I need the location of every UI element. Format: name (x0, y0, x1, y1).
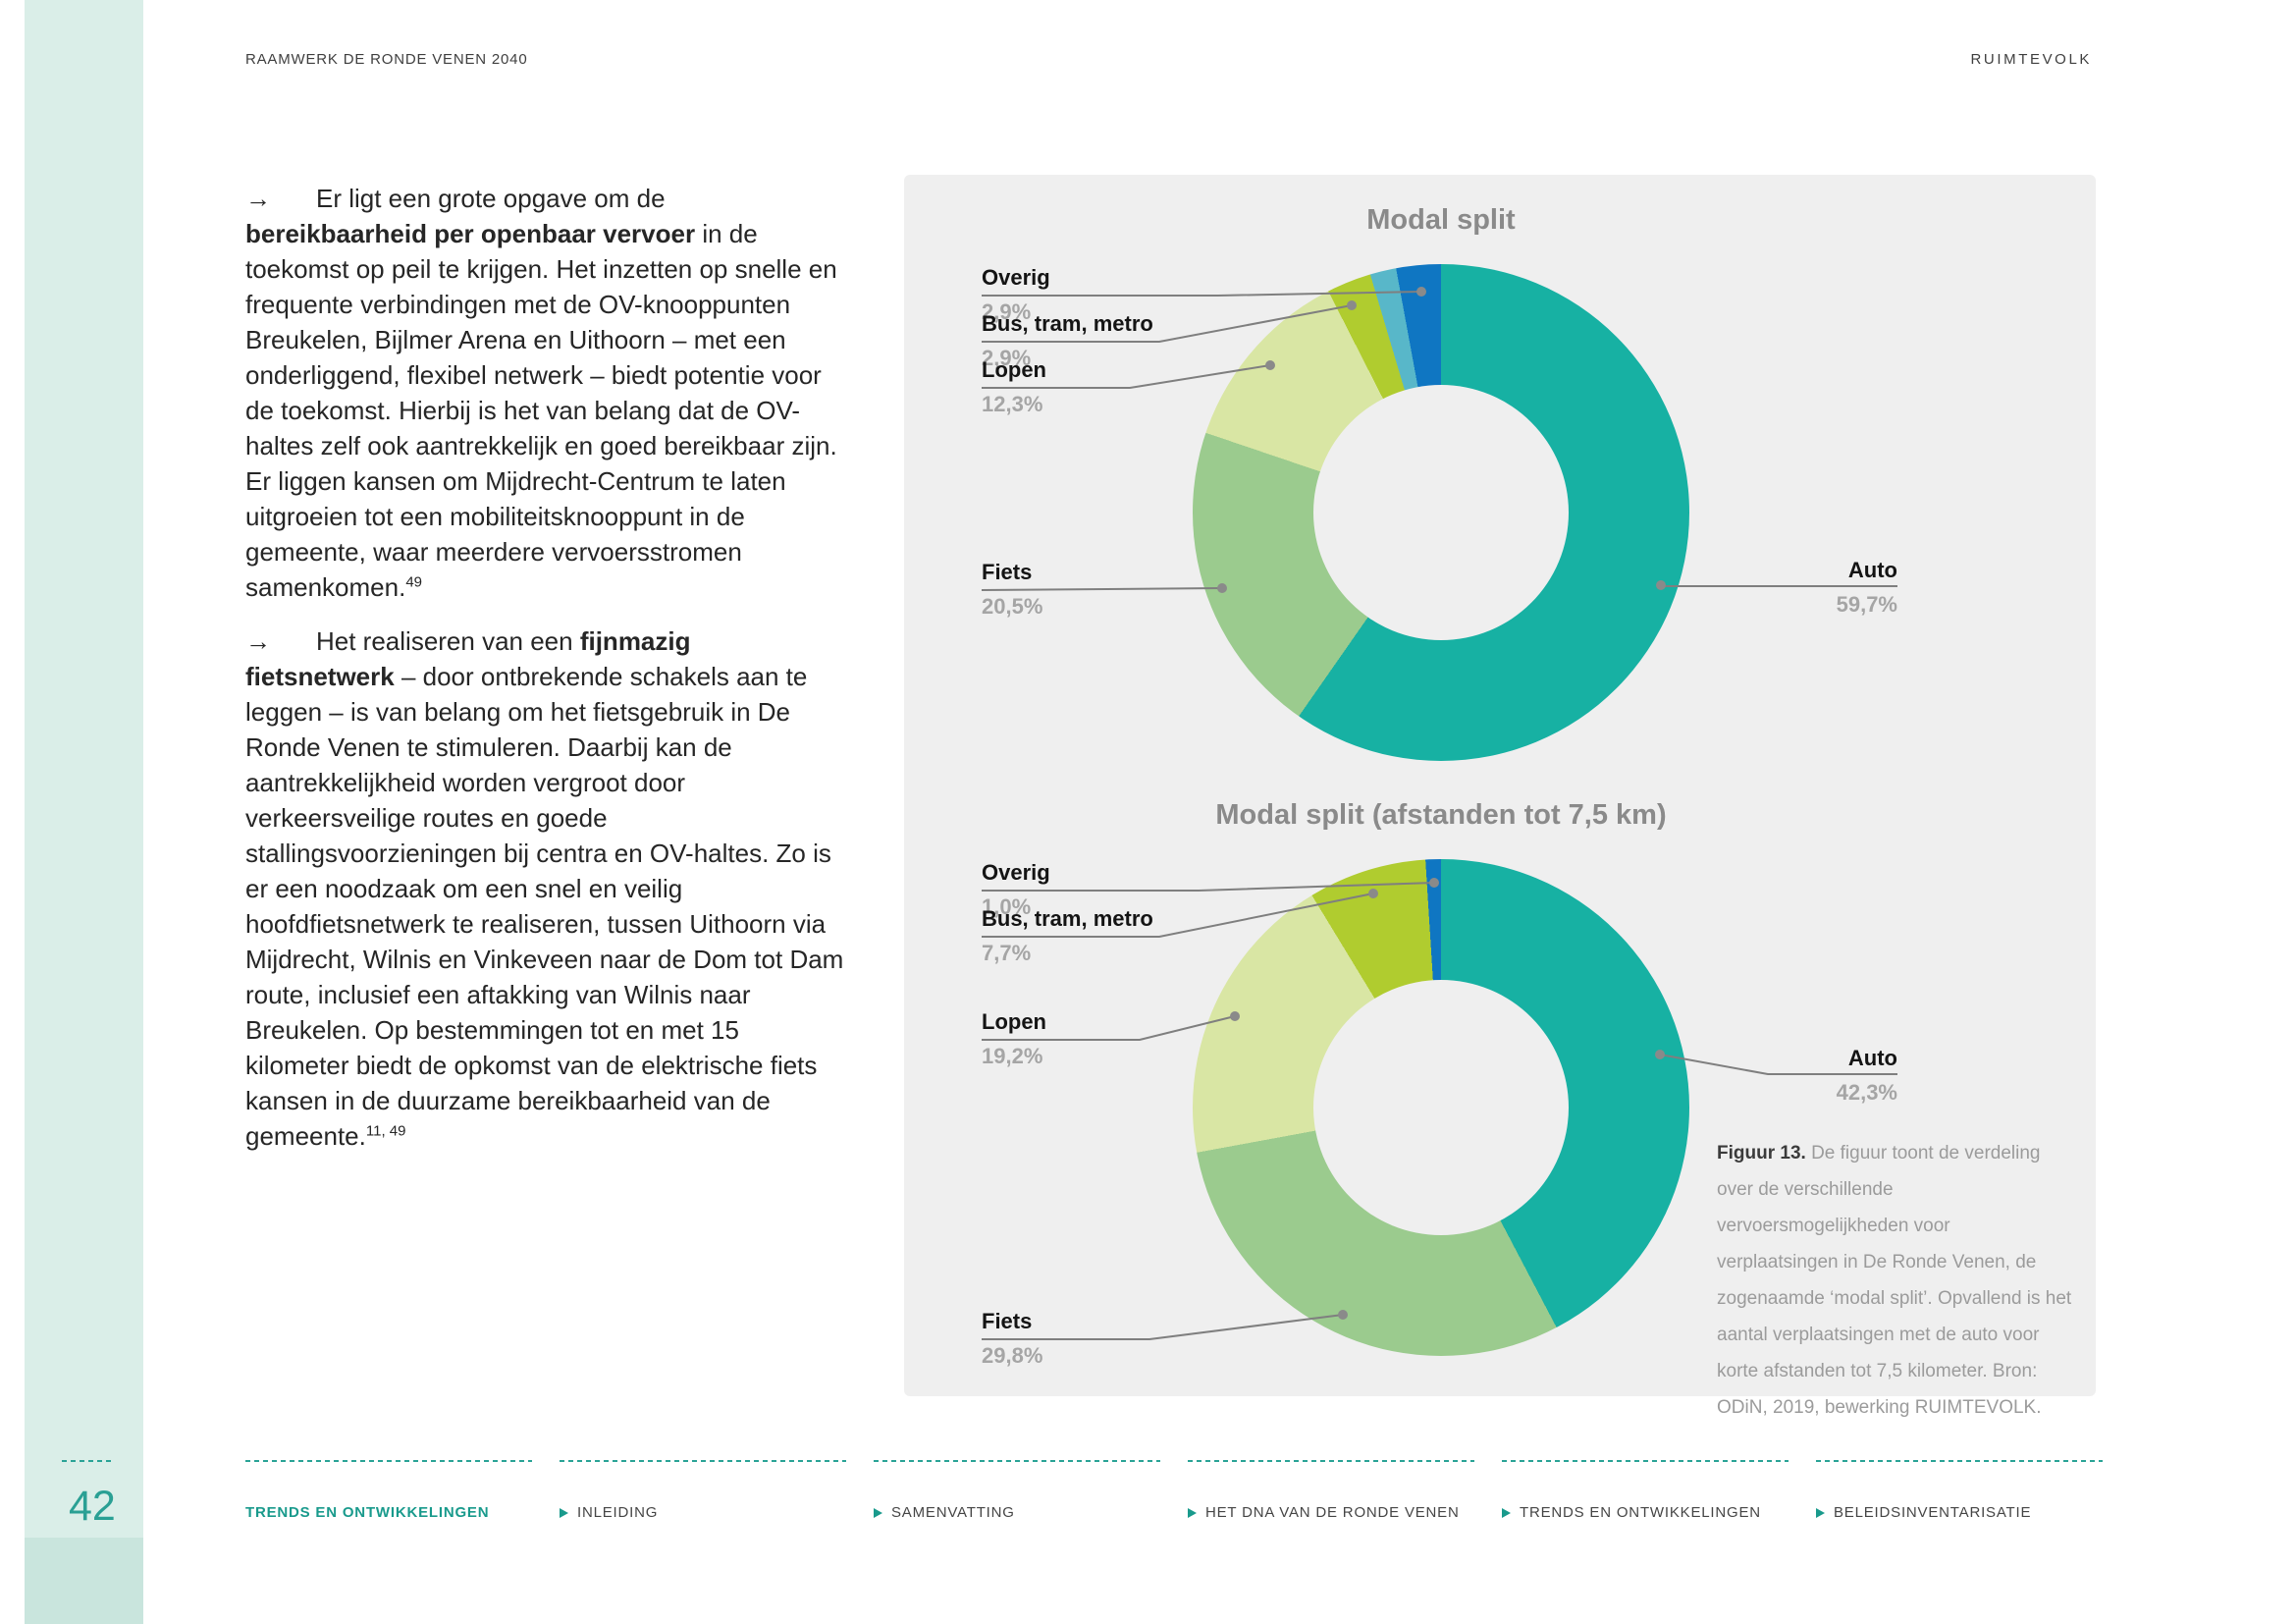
footer-item-label: BELEIDSINVENTARISATIE (1834, 1504, 2032, 1521)
callout-overig-bottom: Overig 1,0% (982, 860, 1050, 919)
triangle-icon (1816, 1507, 1825, 1518)
footer-item-trends[interactable]: TRENDS EN ONTWIKKELINGEN (1502, 1460, 1789, 1521)
publisher-name: RUIMTEVOLK (1970, 51, 2092, 68)
callout-fiets-bottom: Fiets 29,8% (982, 1309, 1043, 1368)
callout-auto-top: Auto 59,7% (1836, 558, 1897, 617)
footer-item-label: INLEIDING (577, 1504, 659, 1521)
callout-lopen-bottom: Lopen 19,2% (982, 1009, 1046, 1068)
page-number: 42 (69, 1483, 116, 1530)
body-text-column: → Er ligt een grote opgave om de bereikba… (245, 181, 846, 1172)
footer-item-label: HET DNA VAN DE RONDE VENEN (1205, 1504, 1460, 1521)
figure-panel: Modal split Modal split (afstanden tot 7… (904, 175, 2096, 1418)
triangle-icon (874, 1507, 882, 1518)
triangle-icon (1502, 1507, 1511, 1518)
triangle-icon (560, 1507, 568, 1518)
callout-lopen-top: Lopen 12,3% (982, 357, 1046, 416)
callout-bus-tram-metro-top: Bus, tram, metro 2,9% (982, 311, 1153, 370)
paragraph: → Het realiseren van een fijnmazig fietsn… (245, 626, 844, 1151)
footer-item-inleiding[interactable]: INLEIDING (560, 1460, 846, 1521)
callout-fiets-top: Fiets 20,5% (982, 560, 1043, 619)
page-number-dash (62, 1460, 115, 1462)
footer-item-beleidsinventarisatie[interactable]: BELEIDSINVENTARISATIE (1816, 1460, 2103, 1521)
donut-hole (1313, 385, 1569, 640)
footer-item-label: TRENDS EN ONTWIKKELINGEN (245, 1504, 490, 1521)
footer-item-section-current[interactable]: TRENDS EN ONTWIKKELINGEN (245, 1460, 532, 1521)
paragraph: → Er ligt een grote opgave om de bereikba… (245, 184, 837, 602)
dashed-divider (1188, 1460, 1474, 1462)
figure-caption-label: Figuur 13. (1717, 1143, 1806, 1164)
footer-item-samenvatting[interactable]: SAMENVATTING (874, 1460, 1160, 1521)
dashed-divider (245, 1460, 532, 1462)
document-title: RAAMWERK DE RONDE VENEN 2040 (245, 51, 528, 68)
figure-caption: Figuur 13. De figuur toont de verdeling … (1717, 1135, 2072, 1426)
callout-bus-tram-metro-bottom: Bus, tram, metro 7,7% (982, 906, 1153, 965)
left-accent-strip (25, 0, 143, 1624)
dashed-divider (1502, 1460, 1789, 1462)
donut-hole (1313, 980, 1569, 1235)
donut-chart-modal-split-75km (1193, 859, 1689, 1356)
dashed-divider (560, 1460, 846, 1462)
left-accent-strip-bottom (25, 1538, 143, 1624)
chart-title-modal-split-75km: Modal split (afstanden tot 7,5 km) (1215, 799, 1667, 831)
dashed-divider (1816, 1460, 2103, 1462)
footer-item-dna[interactable]: HET DNA VAN DE RONDE VENEN (1188, 1460, 1474, 1521)
callout-auto-bottom: Auto 42,3% (1836, 1046, 1897, 1105)
dashed-divider (874, 1460, 1160, 1462)
figure-caption-text: De figuur toont de verdeling over de ver… (1717, 1143, 2072, 1418)
donut-chart-modal-split (1193, 264, 1689, 761)
chart-title-modal-split: Modal split (1366, 204, 1516, 236)
footer-item-label: SAMENVATTING (891, 1504, 1015, 1521)
footer-item-label: TRENDS EN ONTWIKKELINGEN (1520, 1504, 1761, 1521)
triangle-icon (1188, 1507, 1197, 1518)
callout-overig-top: Overig 2,9% (982, 265, 1050, 324)
